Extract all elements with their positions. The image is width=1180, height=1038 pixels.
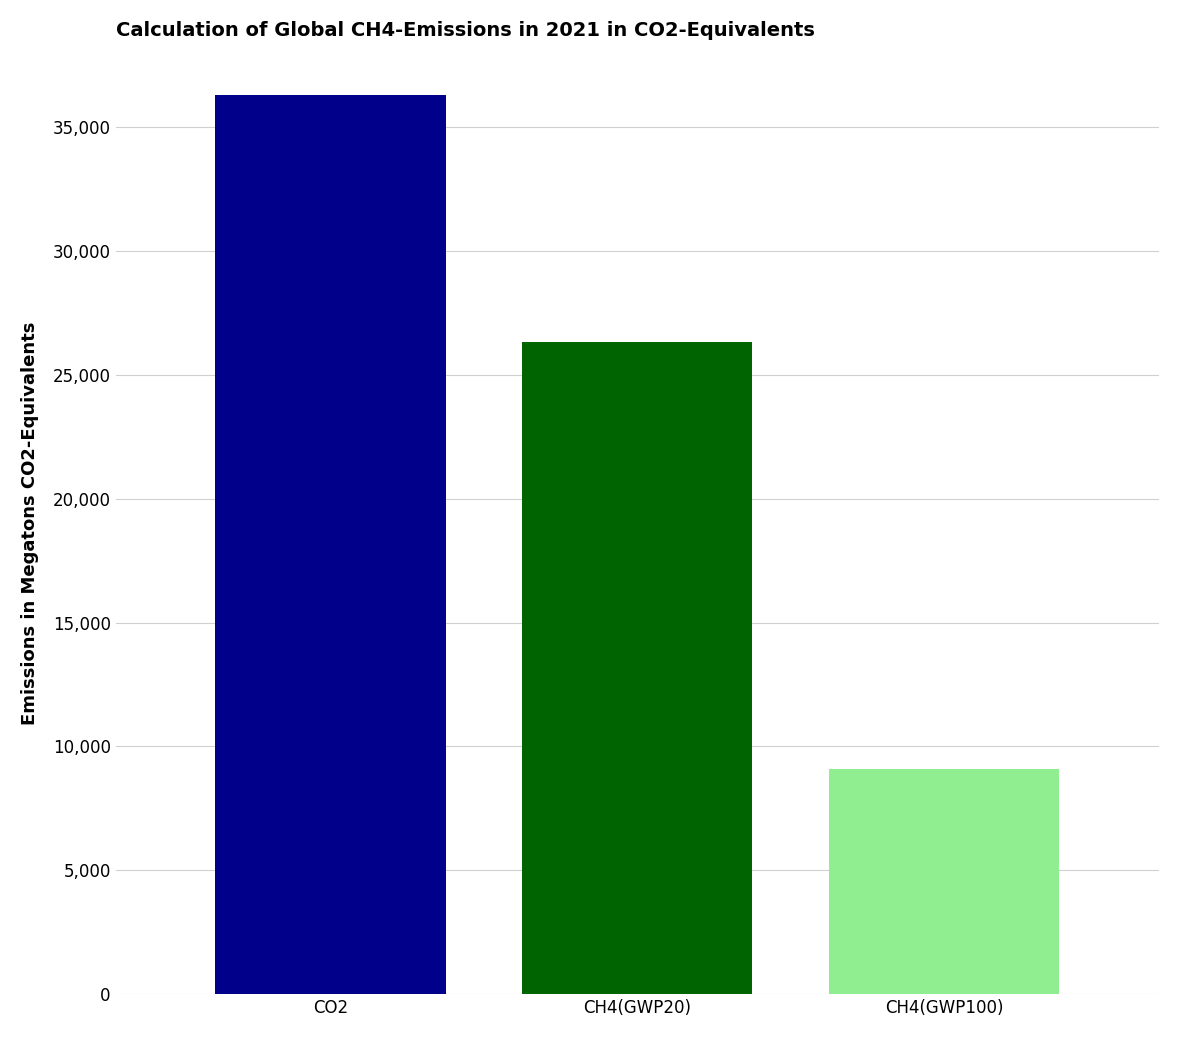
Text: Calculation of Global CH4-Emissions in 2021 in CO2-Equivalents: Calculation of Global CH4-Emissions in 2…: [116, 21, 814, 39]
Bar: [523, 343, 753, 994]
Y-axis label: Emissions in Megatons CO2-Equivalents: Emissions in Megatons CO2-Equivalents: [21, 322, 39, 726]
Bar: [830, 769, 1060, 994]
Bar: [215, 94, 446, 994]
